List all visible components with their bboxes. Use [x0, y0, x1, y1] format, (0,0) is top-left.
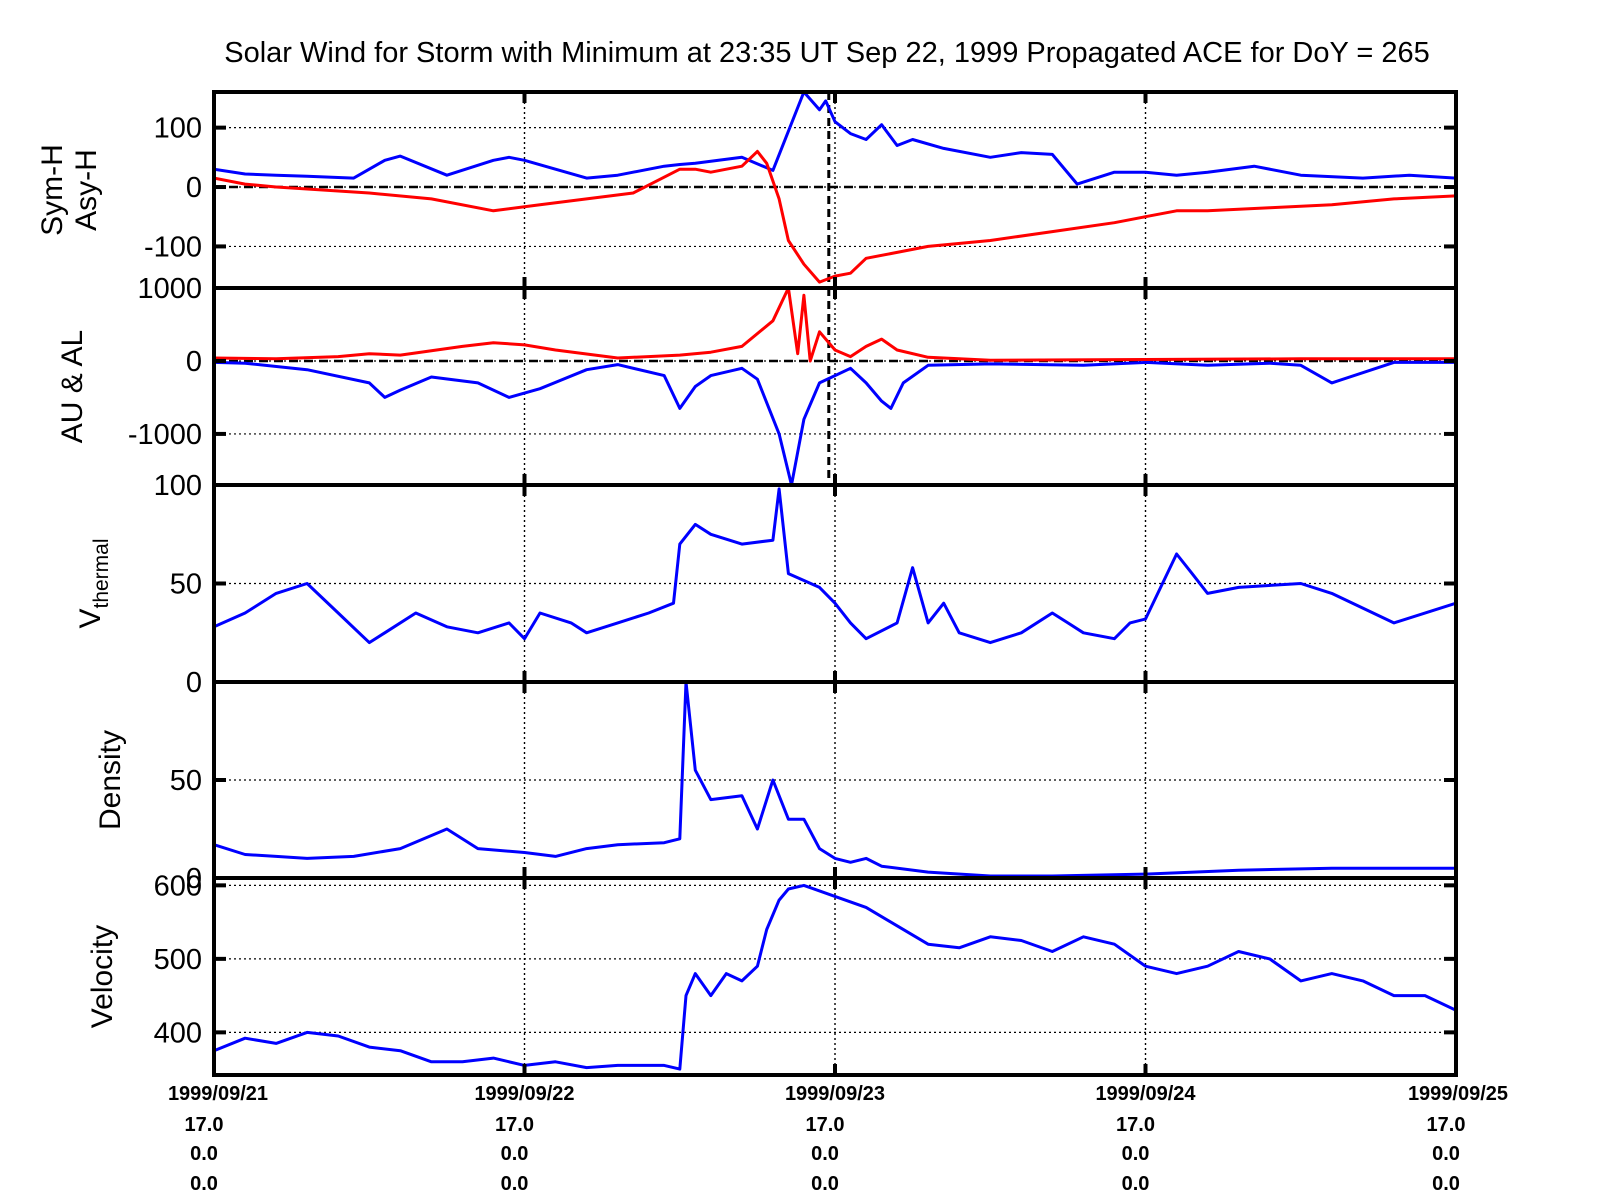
x-tick-label: 17.0	[185, 1114, 224, 1136]
y-axis-label: Vthermal	[74, 538, 113, 628]
figure-title: Solar Wind for Storm with Minimum at 23:…	[224, 37, 1429, 69]
x-tick-label: 0.0	[501, 1173, 529, 1195]
y-axis-label-line: Asy-H	[70, 149, 103, 231]
series-line-1	[214, 487, 1456, 645]
y-tick-label: 0	[186, 172, 202, 204]
y-axis-label: AU & AL	[56, 330, 89, 443]
y-axis-label: Density	[94, 730, 127, 830]
x-tick-label: 0.0	[1432, 1143, 1460, 1165]
y-tick-label: 0	[186, 667, 202, 699]
y-axis-label: Sym-HAsy-H	[36, 144, 103, 236]
y-tick-label: -1000	[128, 419, 202, 451]
x-tick-label: 0.0	[811, 1143, 839, 1165]
x-tick-label: 1999/09/25	[1408, 1083, 1508, 1105]
series-line-1	[214, 682, 1456, 878]
y-tick-label: 400	[154, 1017, 202, 1049]
x-tick-label: 0.0	[1432, 1173, 1460, 1195]
x-tick-label: 1999/09/22	[474, 1083, 574, 1105]
y-axis-label-subscript: thermal	[90, 538, 113, 608]
x-tick-label: 17.0	[806, 1114, 845, 1136]
y-tick-label: 50	[170, 569, 202, 601]
x-tick-label: 0.0	[190, 1143, 218, 1165]
panel-5: 600 500 400 Velocity	[86, 870, 1458, 1077]
series-line-2	[214, 288, 1456, 363]
series-line-1	[214, 883, 1456, 1071]
y-axis-label: Velocity	[86, 925, 119, 1028]
y-tick-label: 500	[154, 944, 202, 976]
x-tick-label: 0.0	[1122, 1143, 1150, 1165]
y-tick-label: 100	[154, 470, 202, 502]
series-line-2	[214, 149, 1456, 284]
x-tick-label: 0.0	[1122, 1173, 1150, 1195]
y-axis-label-line: Sym-H	[36, 144, 69, 236]
x-tick-label: 0.0	[501, 1143, 529, 1165]
x-tick-labels: 1999/09/21 17.0 0.0 0.0 1999/09/22 17.0 0.0 0.0…	[168, 1083, 1508, 1195]
x-tick-label: 17.0	[1427, 1114, 1466, 1136]
series-line-1	[214, 92, 1456, 186]
x-tick-label: 0.0	[190, 1173, 218, 1195]
series-line-1	[214, 360, 1456, 485]
y-tick-label: 100	[154, 113, 202, 145]
x-tick-label: 1999/09/23	[785, 1083, 885, 1105]
y-tick-label: 0	[186, 346, 202, 378]
panel-1: 100 0 -100 Sym-HAsy-H	[36, 90, 1458, 290]
y-tick-label: 1000	[137, 273, 202, 305]
x-tick-label: 1999/09/21	[168, 1083, 268, 1105]
y-tick-label: 600	[154, 870, 202, 902]
y-tick-label: 50	[170, 765, 202, 797]
y-tick-label: 0	[186, 863, 202, 895]
x-tick-label: 17.0	[1116, 1114, 1155, 1136]
y-axis-label-main: V	[74, 609, 107, 629]
y-tick-label: -100	[144, 231, 202, 263]
x-tick-label: 0.0	[811, 1173, 839, 1195]
x-tick-label: 17.0	[495, 1114, 534, 1136]
x-tick-label: 1999/09/24	[1095, 1083, 1196, 1105]
